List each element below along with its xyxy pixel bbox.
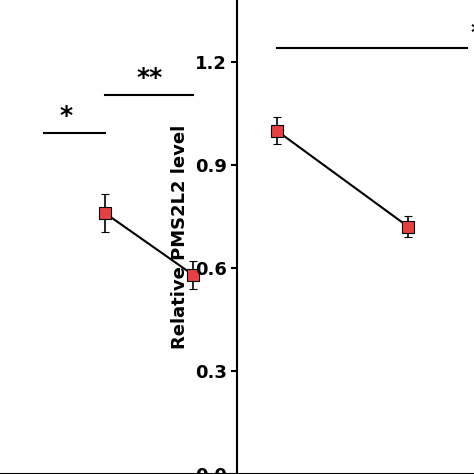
Text: *: * bbox=[59, 104, 73, 128]
Text: **: ** bbox=[136, 66, 163, 90]
Text: **: ** bbox=[470, 21, 474, 45]
Y-axis label: Relative PMS2L2 level: Relative PMS2L2 level bbox=[171, 125, 189, 349]
